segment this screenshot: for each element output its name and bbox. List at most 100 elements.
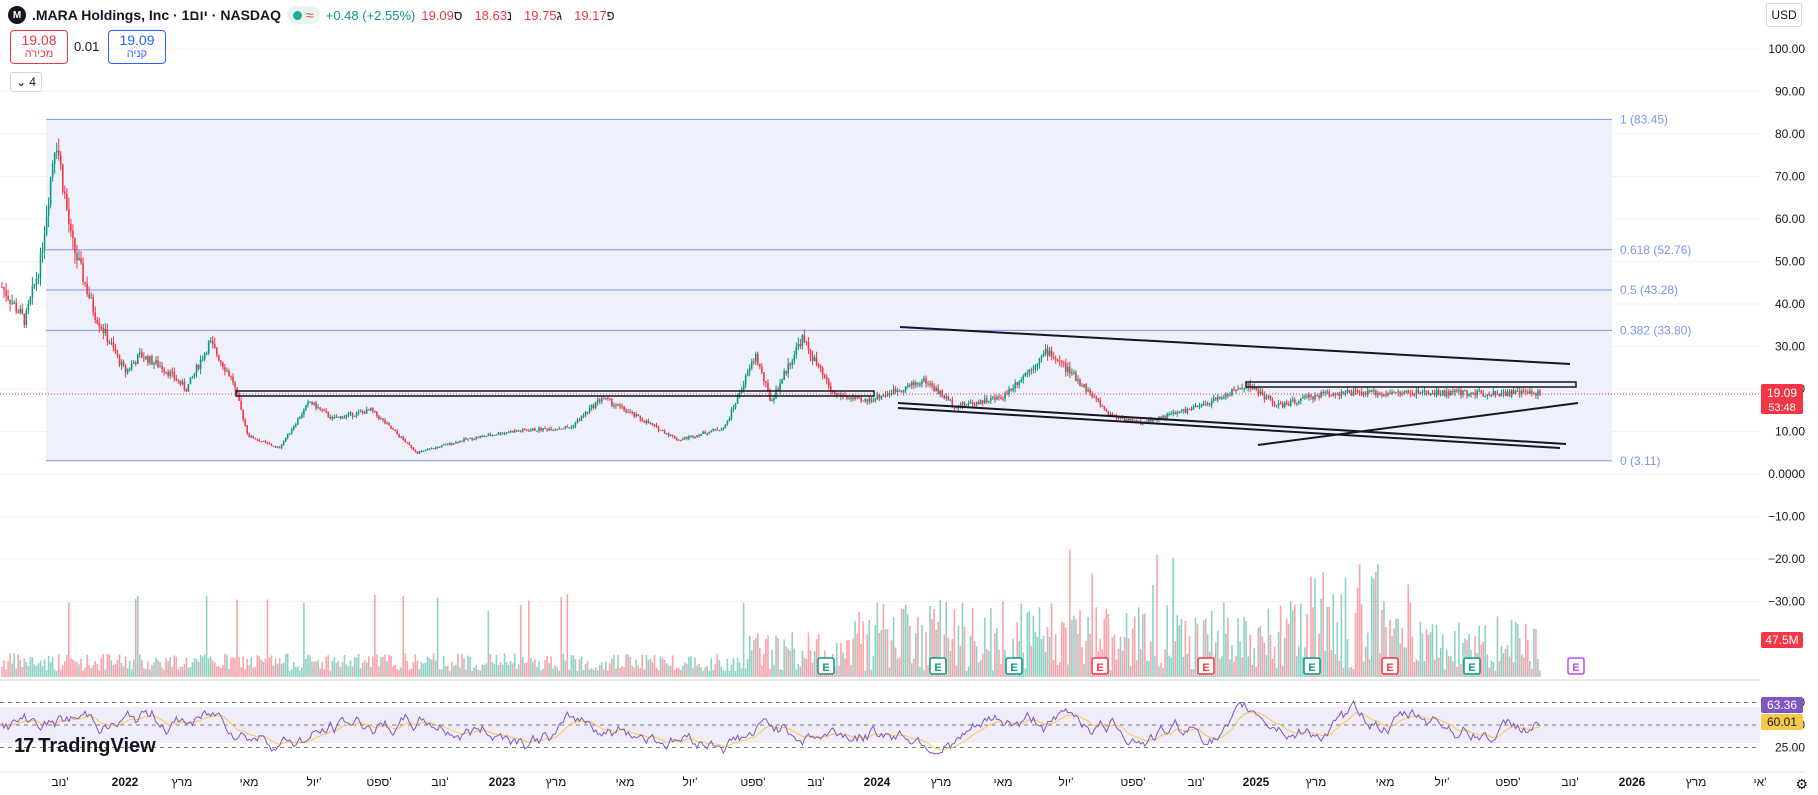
volume-bar (104, 669, 107, 677)
volume-bar (199, 654, 202, 677)
candle-body (949, 399, 952, 401)
symbol-title[interactable]: .MARA Holdings, Inc · 1יום · NASDAQ (32, 7, 282, 23)
volume-bar (226, 654, 228, 677)
volume-bar (1168, 655, 1170, 677)
volume-bar (436, 597, 439, 677)
price-axis[interactable]: 100.0090.0080.0070.0060.0050.0040.0030.0… (1768, 42, 1805, 609)
volume-bar (1170, 657, 1172, 677)
candle-body (147, 356, 149, 364)
volume-bar (262, 661, 265, 677)
candle-body (1474, 392, 1476, 396)
volume-bar (402, 596, 405, 677)
volume-bar (722, 670, 725, 677)
volume-bar (31, 657, 34, 677)
volume-bar (799, 666, 802, 677)
candle-body (906, 384, 909, 387)
trend-lines[interactable] (235, 326, 1579, 449)
candle-body (55, 150, 58, 153)
volume-bar (1358, 564, 1361, 677)
volume-bar (900, 608, 903, 677)
support-zone-rectangle-1[interactable] (235, 390, 875, 397)
gear-icon[interactable]: ⚙ (1795, 776, 1808, 792)
volume-bar (1180, 619, 1183, 677)
volume-bar (90, 668, 92, 677)
volume-bar (1389, 619, 1391, 677)
fibonacci-retracement[interactable]: 1 (83.45)0.618 (52.76)0.5 (43.28)0.382 (… (46, 112, 1691, 468)
currency-button[interactable]: USD (1766, 3, 1802, 27)
candle-body (1401, 394, 1403, 396)
candle-body (451, 442, 453, 445)
candle-body (935, 387, 937, 392)
volume-bar (519, 605, 522, 677)
volume-bar (736, 657, 739, 677)
time-axis-label: ספט' (740, 775, 765, 789)
volume-bar (1504, 648, 1507, 677)
channel-upper-trendline[interactable] (899, 326, 1571, 365)
candle-body (299, 417, 301, 419)
time-axis[interactable]: נוב' 2022 מרץ מאי יול' ספט' נוב' 2023 מרץ מאי יול'… (0, 771, 1805, 789)
volume-bar (9, 653, 11, 677)
volume-bar (963, 626, 966, 677)
candle-body (655, 425, 658, 427)
candle-body (1320, 392, 1322, 398)
candle-body (783, 371, 785, 381)
volume-bar (917, 616, 919, 677)
volume-bar (1423, 660, 1426, 677)
candle-body (351, 412, 354, 417)
volume-bar (333, 657, 336, 677)
market-status-pill[interactable]: ≈ (287, 6, 320, 24)
sell-button[interactable]: 19.08 מכירה (10, 30, 68, 64)
volume-bar (1223, 602, 1225, 677)
candle-body (13, 302, 15, 304)
candle-body (1464, 390, 1466, 392)
candle-body (846, 396, 848, 399)
volume-bar (572, 655, 575, 677)
candle-body (884, 394, 887, 397)
volume-bar (1081, 647, 1083, 677)
candle-body (57, 150, 60, 156)
candle-body (1067, 366, 1069, 372)
volume-bar (556, 666, 559, 677)
candle-body (1044, 348, 1047, 354)
volume-bar (574, 659, 577, 677)
volume-bar (1237, 618, 1239, 677)
rising-support-trendline[interactable] (1257, 402, 1579, 446)
tradingview-logo: 17 TradingView (14, 735, 156, 758)
candle-body (515, 430, 518, 432)
candle-body (11, 302, 13, 304)
candle-body (947, 396, 950, 401)
candle-body (1093, 396, 1095, 398)
candle-body (1466, 390, 1468, 397)
buy-button[interactable]: 19.09 קניה (108, 30, 166, 64)
volume-bar (793, 648, 796, 677)
candle-body (1058, 360, 1061, 362)
candle-body (1300, 398, 1302, 401)
volume-bar (1269, 634, 1272, 677)
candle-body (611, 399, 613, 406)
volume-bar (1437, 657, 1440, 677)
candle-body (507, 432, 510, 434)
channel-lower-trendline-1[interactable] (897, 402, 1567, 445)
candle-body (242, 409, 244, 420)
volume-bar (943, 634, 946, 677)
volume-bar (1022, 652, 1025, 677)
earnings-marker (817, 657, 835, 675)
candle-body (1229, 395, 1231, 397)
candle-body (1492, 390, 1495, 395)
volume-bar (25, 662, 28, 677)
volume-bar (1056, 665, 1059, 677)
indicators-collapse-button[interactable]: ⌄ 4 (10, 72, 42, 92)
resistance-zone-rectangle-2[interactable] (1245, 381, 1577, 388)
volume-bar (1296, 656, 1298, 677)
channel-lower-trendline-2[interactable] (897, 407, 1561, 449)
candle-body (100, 326, 103, 329)
volume-bar (357, 653, 360, 677)
candle-body (1293, 399, 1296, 404)
candle-body (246, 425, 248, 434)
candle-body (619, 404, 621, 407)
volume-bar (643, 669, 646, 677)
volume-bar (1040, 639, 1043, 677)
candle-body (923, 378, 925, 382)
volume-bar (76, 661, 78, 677)
